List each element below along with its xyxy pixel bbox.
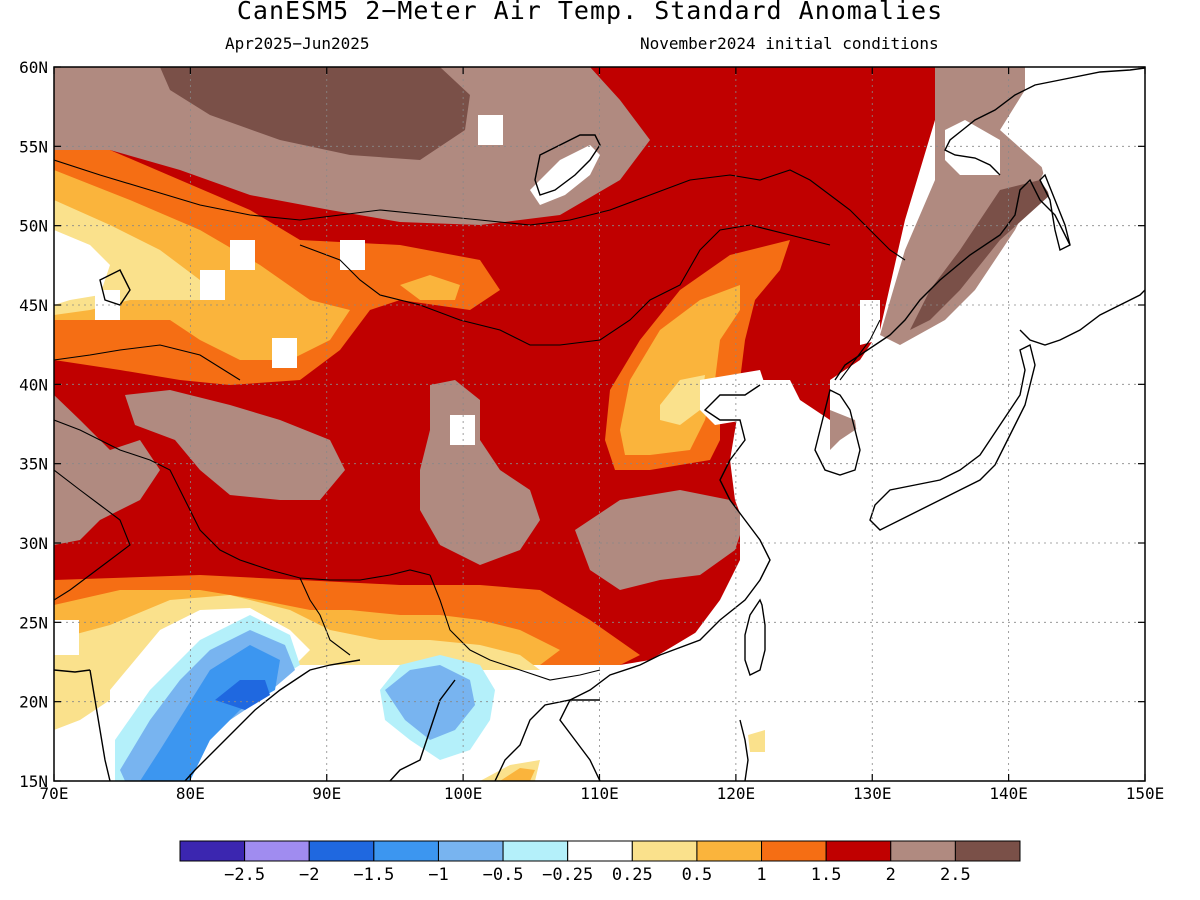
colorbar-label: −0.5 bbox=[483, 865, 524, 885]
sea-mask bbox=[700, 370, 770, 425]
anomaly-region bbox=[54, 395, 160, 545]
coastline bbox=[99, 269, 131, 306]
border bbox=[299, 577, 351, 656]
coastline bbox=[944, 67, 1145, 176]
initial-conditions: November2024 initial conditions bbox=[640, 34, 939, 53]
x-tick-label: 80E bbox=[176, 784, 205, 803]
colorbar-label: 1 bbox=[756, 865, 766, 885]
anomaly-region bbox=[54, 170, 350, 360]
colorbar-label: 2 bbox=[886, 865, 896, 885]
coastline bbox=[834, 178, 1071, 381]
y-tick-label: 30N bbox=[19, 534, 48, 553]
colorbar-label: −0.25 bbox=[542, 865, 593, 885]
coastline bbox=[744, 598, 766, 676]
colorbar-label: −2 bbox=[299, 865, 319, 885]
gridlines bbox=[54, 67, 1145, 781]
anomaly-region bbox=[748, 730, 765, 752]
y-tick-label: 50N bbox=[19, 217, 48, 236]
lake-mask bbox=[530, 145, 600, 205]
coastline bbox=[534, 134, 601, 196]
border bbox=[839, 319, 881, 381]
x-tick-label: 150E bbox=[1126, 784, 1165, 803]
x-tick-label: 70E bbox=[40, 784, 69, 803]
x-axis: 70E 80E 90E 100E 110E 120E 130E 140E 150E bbox=[40, 67, 1165, 803]
anomaly-region bbox=[400, 275, 460, 300]
colorbar-swatch bbox=[761, 840, 827, 862]
sea-mask bbox=[860, 300, 880, 345]
coastline bbox=[869, 343, 1036, 531]
anomaly-region bbox=[660, 375, 705, 425]
y-tick-label: 20N bbox=[19, 693, 48, 712]
coastline bbox=[494, 699, 600, 781]
y-tick-label: 35N bbox=[19, 455, 48, 474]
coastline bbox=[1019, 289, 1145, 346]
colorbar-swatch bbox=[437, 840, 504, 862]
y-tick-label: 60N bbox=[19, 58, 48, 77]
y-tick-label: 15N bbox=[19, 772, 48, 791]
coastline bbox=[559, 384, 771, 781]
colorbar-label: 0.5 bbox=[682, 865, 713, 885]
border bbox=[54, 419, 431, 581]
anomaly-region bbox=[620, 285, 740, 455]
coastline bbox=[814, 388, 861, 476]
anomaly-region bbox=[215, 680, 270, 710]
colorbar-label: 0.25 bbox=[612, 865, 653, 885]
y-tick-label: 40N bbox=[19, 375, 48, 394]
anomaly-region bbox=[140, 645, 280, 781]
anomaly-region bbox=[880, 67, 1045, 345]
anomaly-region bbox=[160, 67, 470, 160]
x-tick-label: 140E bbox=[989, 784, 1028, 803]
colorbar-label: −1.5 bbox=[353, 865, 394, 885]
x-tick-label: 120E bbox=[717, 784, 756, 803]
coastline bbox=[184, 659, 361, 781]
colorbar-swatch bbox=[244, 840, 310, 862]
colorbar: −2.5 −2 −1.5 −1 −0.5 −0.25 0.25 0.5 1 1.5 2 2.5 bbox=[179, 840, 1021, 885]
colorbar-label: −2.5 bbox=[224, 865, 265, 885]
colorbar-swatch bbox=[567, 840, 633, 862]
y-tick-label: 55N bbox=[19, 137, 48, 156]
colorbar-swatch bbox=[373, 840, 439, 862]
x-tick-label: 110E bbox=[580, 784, 619, 803]
colorbar-label: 1.5 bbox=[811, 865, 842, 885]
anomaly-region bbox=[125, 390, 345, 500]
colorbar-swatch bbox=[696, 840, 763, 862]
anomaly-region bbox=[910, 180, 1050, 330]
border bbox=[54, 159, 906, 261]
colorbar-swatch bbox=[954, 840, 1021, 862]
coastline-icon bbox=[54, 67, 1145, 781]
x-tick-label: 130E bbox=[853, 784, 892, 803]
anomaly-region bbox=[54, 230, 110, 305]
coastline bbox=[389, 679, 456, 781]
border bbox=[299, 224, 831, 346]
border bbox=[54, 469, 131, 601]
colorbar-label: −1 bbox=[428, 865, 448, 885]
coastline bbox=[54, 669, 91, 673]
anomaly-region bbox=[500, 768, 535, 781]
colorbar-swatch bbox=[890, 840, 956, 862]
x-tick-label: 90E bbox=[312, 784, 341, 803]
coastline bbox=[1039, 173, 1071, 252]
y-tick-label: 45N bbox=[19, 296, 48, 315]
anomaly-field bbox=[54, 67, 1145, 781]
y-tick-label: 25N bbox=[19, 613, 48, 632]
colorbar-swatch bbox=[825, 840, 892, 862]
border bbox=[54, 344, 241, 381]
colorbar-swatch bbox=[631, 840, 698, 862]
colorbar-label: 2.5 bbox=[940, 865, 971, 885]
coastline bbox=[89, 669, 111, 781]
forecast-period: Apr2025−Jun2025 bbox=[225, 34, 370, 53]
colorbar-swatch bbox=[502, 840, 569, 862]
ocean-area bbox=[745, 67, 1145, 781]
coastline bbox=[739, 719, 749, 781]
border bbox=[429, 574, 601, 681]
x-tick-label: 100E bbox=[444, 784, 483, 803]
ocean-area bbox=[690, 470, 765, 650]
anomaly-region bbox=[575, 490, 745, 590]
colorbar-swatch bbox=[308, 840, 375, 862]
y-axis: 15N 20N 25N 30N 35N 40N 45N 50N 55N 60N bbox=[19, 58, 1145, 791]
colorbar-swatch bbox=[179, 840, 246, 862]
map-title: CanESM5 2−Meter Air Temp. Standard Anoma… bbox=[236, 0, 944, 25]
anomaly-region bbox=[54, 150, 500, 385]
